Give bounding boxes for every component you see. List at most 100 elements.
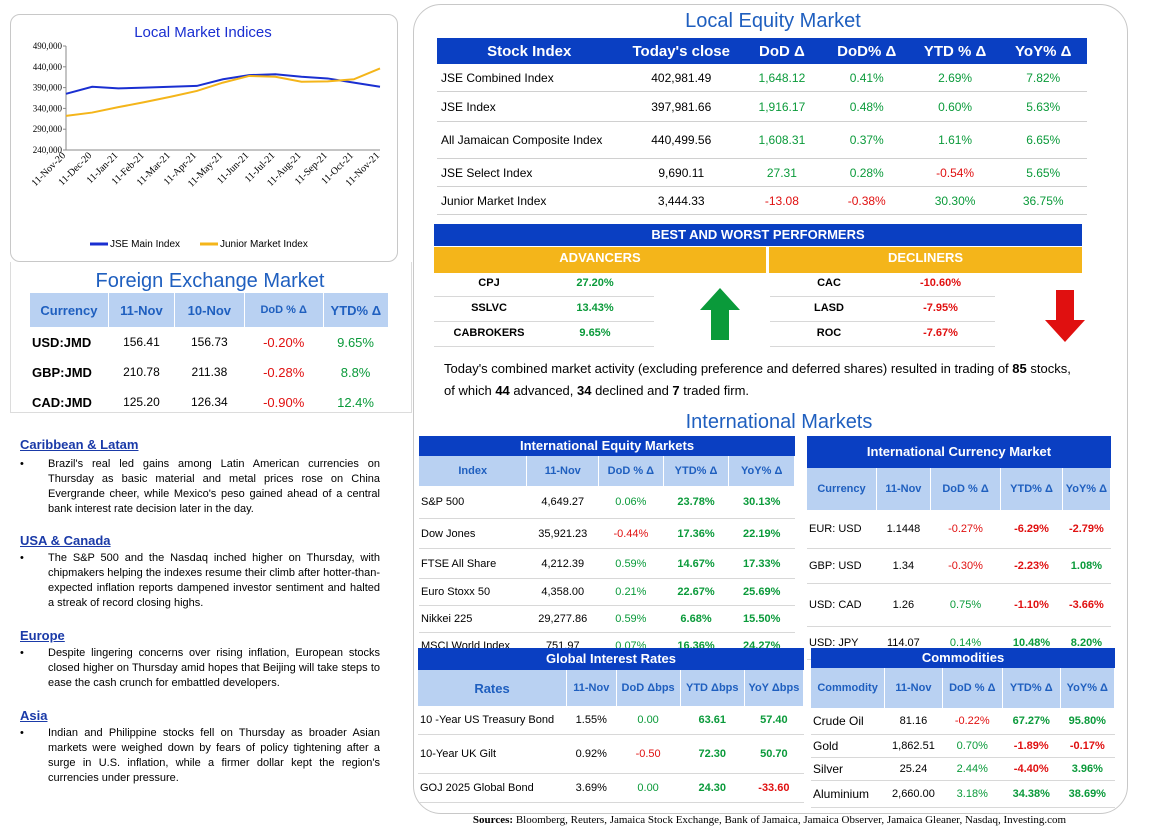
intl-dod: 0.70%: [942, 734, 1003, 758]
intl-ytd: -1.10%: [1000, 583, 1063, 627]
sources-text: Bloomberg, Reuters, Jamaica Stock Exchan…: [513, 814, 1067, 826]
decliner-symbol: LASD: [814, 302, 844, 314]
intl-name: Euro Stoxx 50: [419, 578, 527, 606]
intl-yoy: 22.19%: [728, 518, 795, 549]
intl-row: Euro Stoxx 50 4,358.00 0.21% 22.67% 25.69%: [419, 578, 795, 606]
intl-header: Currency: [807, 468, 877, 510]
news-heading: Asia: [20, 708, 48, 723]
intl-ytd: -1.89%: [1002, 734, 1061, 758]
equity-name: Junior Market Index: [437, 186, 622, 215]
news-body: Brazil's real led gains among Latin Amer…: [48, 458, 380, 515]
eq-header-index: Stock Index: [487, 42, 572, 60]
intl-dod: 0.59%: [598, 605, 664, 633]
intl-ytd: 23.78%: [663, 486, 729, 519]
decliners-label: DECLINERS: [769, 247, 1082, 273]
equity-dodp: 0.28%: [822, 158, 911, 187]
intl-value: 1.34: [876, 548, 931, 584]
equity-close: 397,981.66: [621, 91, 742, 122]
y-tick-label: 440,000: [33, 62, 63, 72]
eq-header-dodp: DoD% Δ: [837, 42, 897, 60]
intl-name: GBP: USD: [807, 548, 877, 584]
summary-text-1: Today's combined market activity (exclud…: [444, 361, 1013, 376]
decliner-change: -10.60%: [920, 277, 961, 289]
intl-row: GBP: USD 1.34 -0.30% -2.23% 1.08%: [807, 548, 1111, 584]
equity-close: 440,499.56: [621, 121, 742, 159]
intl-ytd: 67.27%: [1002, 708, 1061, 735]
fx-title: Foreign Exchange Market: [95, 270, 325, 292]
intl-dod: 0.06%: [598, 486, 664, 519]
intl-name: Silver: [811, 757, 885, 781]
row-divider: [770, 296, 995, 297]
intl-yoy: 50.70: [744, 734, 804, 774]
equity-dod: -13.08: [741, 186, 823, 215]
intl-header-row: Rates 11-Nov DoD Δbps YTD Δbps YoY Δbps: [418, 670, 805, 706]
equity-row: All Jamaican Composite Index 440,499.56 1,…: [437, 121, 1087, 159]
fx-table: Currency 11-Nov 10-Nov DoD % Δ YTD% Δ US…: [30, 293, 388, 417]
fx-prev: 211.38: [191, 365, 228, 379]
intl-yoy: 38.69%: [1060, 780, 1115, 808]
equity-yoy: 36.75%: [999, 186, 1087, 215]
intl-header: YoY% Δ: [1060, 668, 1116, 708]
equity-yoy: 7.82%: [999, 64, 1087, 92]
intl-title: International Markets: [685, 411, 873, 433]
intl-value: 4,358.00: [526, 578, 599, 606]
bullet-icon: •: [20, 647, 24, 659]
eq-header-ytd: YTD % Δ: [923, 42, 987, 60]
equity-ytd: -0.54%: [910, 158, 1000, 187]
intl-row: EUR: USD 1.1448 -0.27% -6.29% -2.79%: [807, 510, 1111, 549]
news-item: • Despite lingering concerns over rising …: [20, 646, 380, 691]
equity-row: Junior Market Index 3,444.33 -13.08 -0.38% 3…: [437, 186, 1087, 215]
fx-dod: -0.20%: [263, 334, 305, 350]
intl-header: YoY Δbps: [744, 670, 805, 706]
intl-value: 1.26: [876, 583, 931, 627]
news-heading: USA & Canada: [20, 533, 111, 548]
bullet-icon: •: [20, 552, 24, 564]
intl-ytd: 22.67%: [663, 578, 729, 606]
intl-header-row: Currency 11-Nov DoD % Δ YTD% Δ YoY% Δ: [807, 468, 1112, 510]
equity-dodp: 0.41%: [822, 64, 911, 92]
y-tick-label: 290,000: [33, 124, 63, 134]
equity-ytd: 1.61%: [910, 121, 1000, 159]
sources: Sources: Bloomberg, Reuters, Jamaica Sto…: [413, 814, 1126, 826]
news-body: The S&P 500 and the Nasdaq inched higher…: [48, 552, 380, 609]
intl-header: DoD % Δ: [930, 468, 1002, 510]
intl-yoy: 17.33%: [728, 548, 795, 579]
advancer-symbol: CABROKERS: [453, 327, 525, 339]
eq-header-yoy: YoY% Δ: [1015, 42, 1072, 60]
intl-dod: -0.44%: [598, 518, 664, 549]
legend-label-jse-main: JSE Main Index: [110, 239, 180, 250]
intl-name: Aluminium: [811, 780, 885, 808]
advancers-label: ADVANCERS: [434, 247, 766, 273]
intl-header: YoY% Δ: [1062, 468, 1112, 510]
equity-title: Local Equity Market: [685, 10, 861, 32]
intl-name: GOJ 2025 Global Bond: [418, 773, 567, 803]
intl-dod: 0.75%: [930, 583, 1001, 627]
equity-dodp: -0.38%: [822, 186, 911, 215]
intl-value: 29,277.86: [526, 605, 599, 633]
equity-row: JSE Combined Index 402,981.49 1,648.12 0.41…: [437, 64, 1087, 92]
equity-dod: 1,608.31: [741, 121, 823, 159]
advancer-symbol: SSLVC: [471, 302, 507, 314]
equity-ytd: 0.60%: [910, 91, 1000, 122]
sources-label: Sources:: [472, 814, 514, 826]
intl-ytd: 24.30: [680, 773, 745, 803]
intl-value: 1.1448: [876, 510, 931, 549]
equity-row: JSE Select Index 9,690.11 27.31 0.28% -0.54%…: [437, 158, 1087, 187]
intl-ytd: 72.30: [680, 734, 745, 774]
intl-yoy: -33.60: [744, 773, 804, 803]
intl-ytd: 63.61: [680, 706, 745, 735]
legend-label-junior: Junior Market Index: [220, 239, 308, 250]
intl-yoy: 15.50%: [728, 605, 795, 633]
intl-dod: -0.50: [616, 734, 681, 774]
intl-commodities-table: Commodity 11-Nov DoD % Δ YTD% Δ YoY% Δ Crude …: [811, 668, 1116, 808]
intl-value: 3.69%: [566, 773, 616, 803]
equity-name: JSE Index: [437, 91, 622, 122]
intl-header: Commodity: [811, 668, 886, 708]
fx-today: 210.78: [123, 365, 160, 379]
decliner-change: -7.95%: [923, 302, 958, 314]
equity-ytd: 30.30%: [910, 186, 1000, 215]
intl-header: YTD% Δ: [1000, 468, 1063, 510]
intl-dod: 0.59%: [598, 548, 664, 579]
summary-text-5: traded firm.: [679, 383, 750, 398]
summary-traded: 85: [1012, 361, 1027, 376]
